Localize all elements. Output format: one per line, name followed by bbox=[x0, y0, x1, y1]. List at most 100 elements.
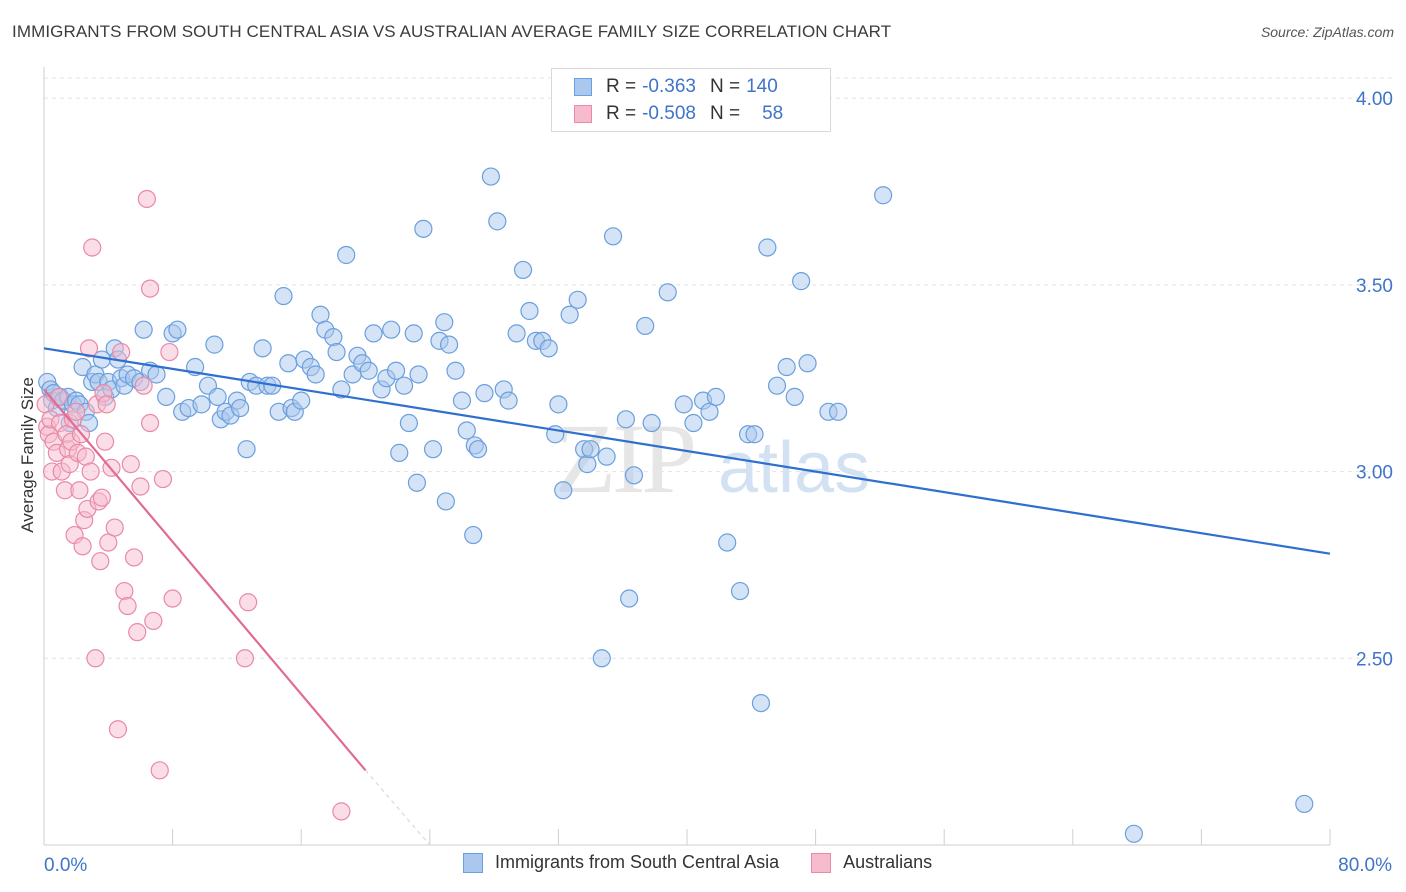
data-point-immigrants bbox=[134, 320, 153, 339]
data-point-australians bbox=[239, 593, 258, 612]
data-point-immigrants bbox=[457, 421, 476, 440]
data-point-australians bbox=[134, 376, 153, 395]
data-point-immigrants bbox=[205, 335, 224, 354]
trend-line-immigrants bbox=[43, 347, 1331, 555]
data-point-australians bbox=[144, 611, 163, 631]
data-point-immigrants bbox=[507, 324, 526, 343]
data-point-immigrants bbox=[414, 219, 433, 238]
data-point-immigrants bbox=[192, 395, 211, 414]
data-point-australians bbox=[95, 432, 115, 451]
series-legend: Immigrants from South Central Asia Austr… bbox=[463, 852, 964, 873]
x-tick-label: 80.0% bbox=[1338, 855, 1392, 876]
data-point-immigrants bbox=[684, 413, 703, 433]
legend-r-label: R = bbox=[606, 103, 637, 124]
data-point-immigrants bbox=[464, 525, 483, 545]
data-point-immigrants bbox=[208, 387, 227, 406]
data-point-immigrants bbox=[327, 342, 346, 362]
data-point-immigrants bbox=[616, 410, 636, 429]
data-point-immigrants bbox=[777, 357, 796, 377]
data-point-immigrants bbox=[382, 320, 401, 339]
data-point-immigrants bbox=[499, 391, 518, 410]
data-point-australians bbox=[124, 548, 144, 567]
data-point-australians bbox=[49, 387, 68, 406]
data-point-australians bbox=[235, 649, 255, 668]
data-point-immigrants bbox=[642, 413, 661, 433]
data-point-immigrants bbox=[488, 212, 507, 231]
data-point-immigrants bbox=[274, 286, 293, 306]
data-point-australians bbox=[86, 649, 105, 668]
y-tick-label: 3.50 bbox=[1356, 276, 1393, 297]
data-point-immigrants bbox=[253, 339, 272, 358]
chart-title: IMMIGRANTS FROM SOUTH CENTRAL ASIA VS AU… bbox=[12, 22, 892, 41]
legend-swatch-blue bbox=[463, 852, 483, 873]
data-point-immigrants bbox=[168, 320, 187, 339]
data-point-immigrants bbox=[539, 339, 558, 358]
data-point-immigrants bbox=[481, 167, 500, 186]
data-point-australians bbox=[70, 481, 89, 500]
data-point-australians bbox=[163, 589, 182, 608]
source-label: Source: ZipAtlas.com bbox=[1260, 24, 1394, 40]
data-point-australians bbox=[140, 413, 160, 433]
x-tick-label: 0.0% bbox=[44, 855, 87, 876]
data-point-immigrants bbox=[767, 376, 787, 395]
legend-swatch-blue bbox=[574, 78, 592, 96]
data-point-immigrants bbox=[745, 425, 764, 444]
data-point-australians bbox=[67, 402, 86, 421]
data-point-immigrants bbox=[439, 335, 459, 354]
data-point-immigrants bbox=[751, 693, 771, 713]
legend-n-value: 140 bbox=[746, 76, 778, 97]
data-point-immigrants bbox=[624, 466, 644, 485]
data-point-australians bbox=[81, 462, 100, 481]
data-point-immigrants bbox=[157, 387, 176, 406]
data-point-australians bbox=[131, 477, 150, 496]
data-point-immigrants bbox=[475, 384, 494, 403]
legend-r-label: R = bbox=[606, 76, 637, 97]
trend-extension-australians bbox=[365, 769, 431, 846]
data-point-immigrants bbox=[758, 238, 777, 257]
data-point-australians bbox=[79, 339, 99, 358]
trend-line-australians bbox=[43, 388, 367, 772]
legend-n-value: 58 bbox=[762, 103, 784, 124]
data-point-immigrants bbox=[1295, 794, 1314, 814]
data-point-immigrants bbox=[292, 391, 311, 410]
data-point-immigrants bbox=[423, 440, 443, 459]
legend-item-immigrants[interactable]: Immigrants from South Central Asia bbox=[463, 852, 779, 873]
data-point-australians bbox=[112, 342, 131, 362]
data-point-immigrants bbox=[636, 316, 655, 336]
data-point-immigrants bbox=[829, 402, 848, 421]
data-point-australians bbox=[73, 537, 92, 556]
data-point-immigrants bbox=[231, 398, 250, 418]
data-point-immigrants bbox=[620, 589, 639, 608]
data-point-immigrants bbox=[237, 440, 256, 459]
data-point-immigrants bbox=[324, 328, 343, 347]
data-point-australians bbox=[91, 552, 110, 571]
data-point-australians bbox=[121, 455, 140, 474]
legend-swatch-pink bbox=[811, 852, 832, 873]
data-point-australians bbox=[97, 395, 116, 414]
data-point-immigrants bbox=[407, 473, 427, 492]
data-point-immigrants bbox=[592, 649, 611, 668]
data-point-immigrants bbox=[597, 447, 616, 466]
data-point-immigrants bbox=[581, 440, 600, 459]
data-point-immigrants bbox=[332, 380, 351, 399]
data-point-immigrants bbox=[399, 413, 419, 433]
data-point-australians bbox=[105, 518, 124, 537]
data-point-immigrants bbox=[306, 365, 325, 384]
y-tick-label: 2.50 bbox=[1356, 649, 1393, 670]
data-point-australians bbox=[150, 761, 169, 780]
data-point-immigrants bbox=[568, 290, 587, 309]
data-point-immigrants bbox=[446, 361, 465, 380]
data-point-australians bbox=[83, 238, 102, 257]
stats-legend: R = -0.363 N = 140 R = -0.508 N = 58 bbox=[551, 68, 831, 132]
y-tick-label: 4.00 bbox=[1356, 89, 1393, 110]
data-point-immigrants bbox=[674, 395, 693, 414]
data-point-australians bbox=[137, 189, 156, 209]
legend-label-immigrants: Immigrants from South Central Asia bbox=[495, 852, 780, 872]
data-point-immigrants bbox=[1124, 824, 1143, 843]
data-point-immigrants bbox=[603, 227, 623, 246]
legend-item-australians[interactable]: Australians bbox=[811, 852, 932, 873]
data-point-immigrants bbox=[560, 305, 579, 324]
legend-label-australians: Australians bbox=[843, 852, 933, 872]
data-point-immigrants bbox=[452, 391, 472, 410]
